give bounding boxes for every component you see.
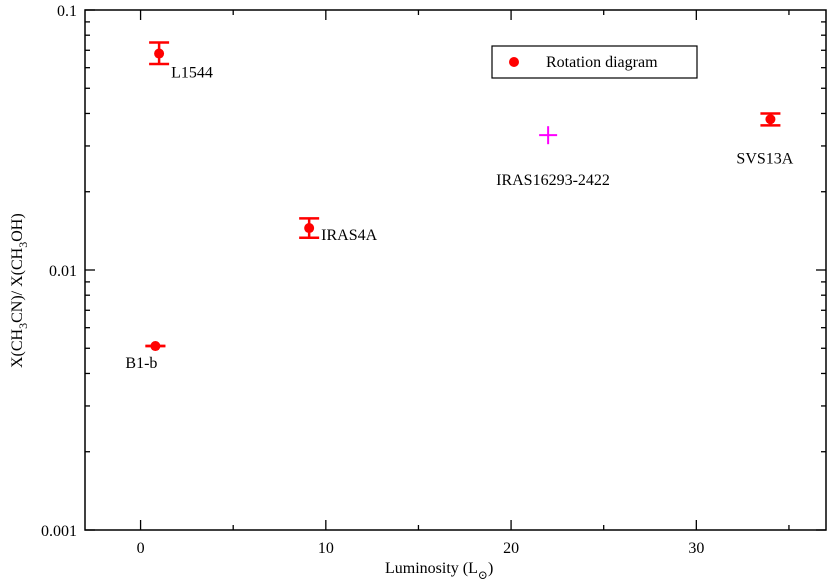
x-axis-label-symbol: L bbox=[468, 560, 478, 577]
data-point bbox=[154, 48, 165, 59]
x-tick-label: 20 bbox=[503, 540, 519, 557]
data-marks bbox=[145, 41, 781, 352]
point-label: IRAS4A bbox=[321, 227, 377, 244]
svg-text:Luminosity (L⊙): Luminosity (L⊙) bbox=[385, 560, 493, 582]
x-tick-label: 10 bbox=[318, 540, 334, 557]
point-label: B1-b bbox=[125, 355, 157, 372]
data-point bbox=[150, 341, 161, 352]
axis-ticks: 0 10 20 30 0.001 0.01 0.1 bbox=[41, 3, 826, 557]
legend-label: Rotation diagram bbox=[546, 54, 658, 71]
x-axis-label-text: Luminosity bbox=[385, 560, 459, 577]
data-point bbox=[765, 114, 776, 125]
x-tick-label: 0 bbox=[137, 540, 145, 557]
y-axis-label-part: X(CH bbox=[9, 328, 26, 368]
x-tick-label: 30 bbox=[688, 540, 704, 557]
y-axis-label-part: OH) bbox=[9, 213, 26, 241]
data-point bbox=[304, 223, 315, 234]
y-axis-label-sub: 3 bbox=[16, 242, 30, 248]
y-axis-label-part: CN)/ X(CH bbox=[9, 247, 26, 323]
y-tick-label: 0.1 bbox=[57, 3, 77, 20]
y-tick-label: 0.001 bbox=[41, 523, 77, 540]
point-label: IRAS16293-2422 bbox=[496, 172, 610, 189]
legend: Rotation diagram bbox=[491, 45, 698, 79]
plot-frame bbox=[84, 9, 827, 531]
legend-box bbox=[491, 45, 698, 79]
svg-text:X(CH3CN)/ X(CH3OH): X(CH3CN)/ X(CH3OH) bbox=[9, 213, 30, 368]
x-axis-label: Luminosity (L⊙) bbox=[385, 560, 493, 582]
x-axis-label-subscript: ⊙ bbox=[478, 568, 488, 582]
point-label: SVS13A bbox=[736, 150, 793, 167]
legend-marker bbox=[509, 57, 519, 67]
y-axis-label: X(CH3CN)/ X(CH3OH) bbox=[9, 213, 30, 368]
point-labels: L1544 B1-b IRAS4A SVS13A IRAS16293-2422 bbox=[125, 65, 793, 372]
point-label: L1544 bbox=[171, 65, 213, 82]
y-axis-label-sub: 3 bbox=[16, 323, 30, 329]
y-tick-label: 0.01 bbox=[49, 263, 77, 280]
